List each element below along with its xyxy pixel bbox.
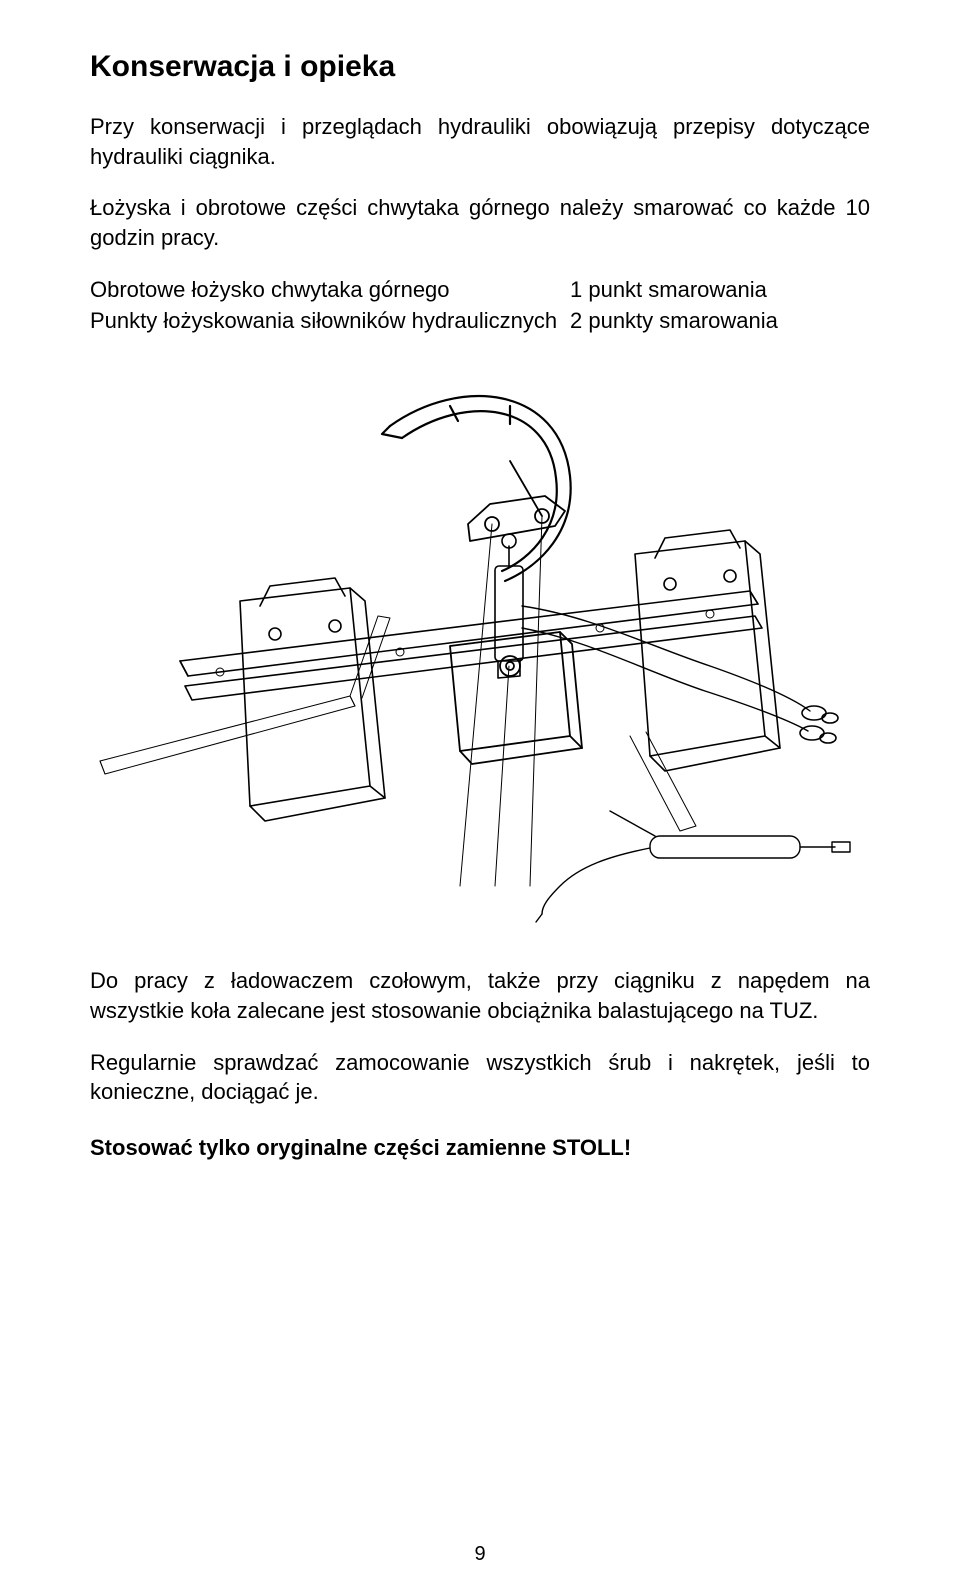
lubrication-table: Obrotowe łożysko chwytaka górnego Punkty…	[90, 275, 870, 337]
lube-row2-left: Punkty łożyskowania siłowników hydraulic…	[90, 306, 570, 337]
page-number: 9	[0, 1543, 960, 1566]
lube-row1-right: 1 punkt smarowania	[570, 275, 870, 306]
page-title: Konserwacja i opieka	[90, 50, 870, 84]
paragraph-bolts: Regularnie sprawdzać zamocowanie wszystk…	[90, 1048, 870, 1107]
paragraph-lube-interval: Łożyska i obrotowe części chwytaka górne…	[90, 193, 870, 252]
paragraph-intro: Przy konserwacji i przeglądach hydraulik…	[90, 112, 870, 171]
paragraph-original-parts: Stosować tylko oryginalne części zamienn…	[90, 1135, 870, 1161]
paragraph-ballast: Do pracy z ładowaczem czołowym, także pr…	[90, 966, 870, 1025]
lube-row1-left: Obrotowe łożysko chwytaka górnego	[90, 275, 570, 306]
lube-row2-right: 2 punkty smarowania	[570, 306, 870, 337]
figure-container	[90, 366, 870, 926]
pallet-fork-grapple-diagram	[90, 366, 870, 926]
